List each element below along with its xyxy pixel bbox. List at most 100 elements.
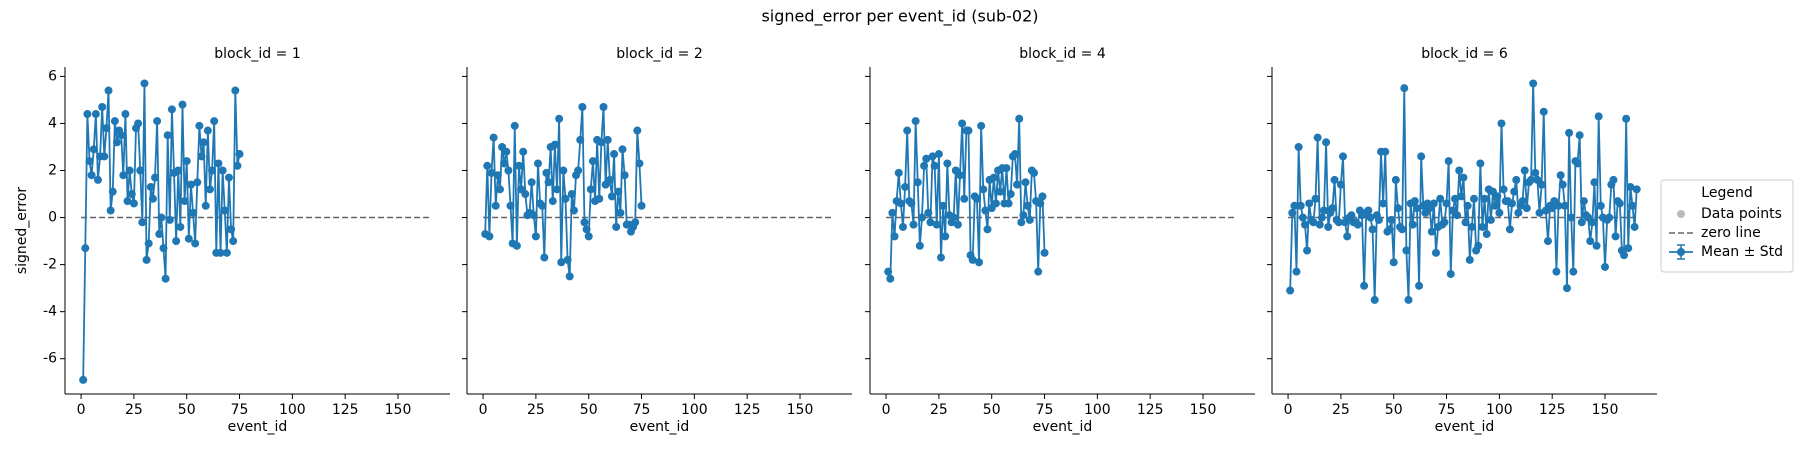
point: [1459, 173, 1468, 182]
x-tick-label: 125: [1539, 402, 1566, 418]
point: [1300, 220, 1309, 229]
point: [1402, 246, 1411, 255]
point: [514, 161, 523, 170]
panel-title: block_id = 2: [616, 46, 702, 62]
point: [129, 199, 138, 208]
point: [127, 190, 136, 199]
point: [1040, 248, 1049, 257]
point: [1562, 284, 1571, 293]
point: [1313, 133, 1322, 142]
point: [894, 168, 903, 177]
point: [1465, 255, 1474, 264]
point: [79, 375, 88, 384]
legend-label: Mean ± Std: [1701, 244, 1783, 260]
y-tick-label: -6: [43, 351, 57, 367]
point: [580, 218, 589, 227]
point: [616, 208, 625, 217]
y-axis-label: signed_error: [14, 187, 30, 275]
point: [1529, 79, 1538, 88]
point: [903, 126, 912, 135]
point: [231, 86, 240, 95]
point: [597, 138, 606, 147]
point: [1626, 182, 1635, 191]
point: [922, 154, 931, 163]
point: [98, 102, 107, 111]
point: [555, 114, 564, 123]
point: [1029, 168, 1038, 177]
point: [1522, 204, 1531, 213]
point: [1328, 204, 1337, 213]
y-tick-label: 0: [48, 210, 57, 226]
x-axis-label: event_id: [630, 419, 690, 435]
y-tick-label: -4: [43, 304, 57, 320]
point: [1379, 199, 1388, 208]
point: [1474, 241, 1483, 250]
point: [182, 157, 191, 166]
point: [913, 178, 922, 187]
point: [886, 274, 895, 283]
x-tick-label: 100: [1084, 402, 1111, 418]
point: [941, 232, 950, 241]
x-tick-label: 100: [681, 402, 708, 418]
point: [1429, 199, 1438, 208]
point: [1374, 215, 1383, 224]
x-tick-label: 25: [1332, 402, 1350, 418]
point: [203, 126, 212, 135]
point: [1470, 194, 1479, 203]
point: [485, 232, 494, 241]
point: [1319, 206, 1328, 215]
point: [540, 253, 549, 262]
point: [901, 182, 910, 191]
x-tick-label: 50: [580, 402, 598, 418]
point: [1385, 225, 1394, 234]
point: [1554, 201, 1563, 210]
point: [574, 166, 583, 175]
point: [1476, 159, 1485, 168]
point: [1294, 142, 1303, 151]
x-tick-label: 25: [930, 402, 948, 418]
point: [1004, 199, 1013, 208]
point: [1034, 267, 1043, 276]
point: [155, 230, 164, 239]
point: [1296, 201, 1305, 210]
point: [1393, 204, 1402, 213]
point: [576, 135, 585, 144]
point: [1292, 267, 1301, 276]
point: [1010, 150, 1019, 159]
point: [1512, 175, 1521, 184]
point: [964, 126, 973, 135]
point: [134, 119, 143, 128]
point: [1002, 164, 1011, 173]
point: [1442, 199, 1451, 208]
point: [926, 218, 935, 227]
y-tick-label: 6: [48, 68, 57, 84]
point: [1548, 204, 1557, 213]
point: [1286, 286, 1295, 295]
x-tick-label: 125: [332, 402, 359, 418]
point: [1019, 211, 1028, 220]
point: [1334, 218, 1343, 227]
x-tick-label: 75: [1036, 402, 1054, 418]
point: [934, 150, 943, 159]
point: [1298, 213, 1307, 222]
point: [884, 267, 893, 276]
point: [1620, 251, 1629, 260]
point: [85, 157, 94, 166]
point: [983, 225, 992, 234]
point: [907, 199, 916, 208]
point: [1025, 215, 1034, 224]
point: [491, 201, 500, 210]
point: [911, 117, 920, 126]
point: [1543, 237, 1552, 246]
point: [1579, 197, 1588, 206]
point: [1410, 197, 1419, 206]
point: [1592, 241, 1601, 250]
point: [1601, 262, 1610, 271]
point: [578, 102, 587, 111]
point: [184, 234, 193, 243]
point: [1632, 185, 1641, 194]
point: [936, 253, 945, 262]
point: [1594, 112, 1603, 121]
point: [1381, 147, 1390, 156]
point: [1330, 175, 1339, 184]
